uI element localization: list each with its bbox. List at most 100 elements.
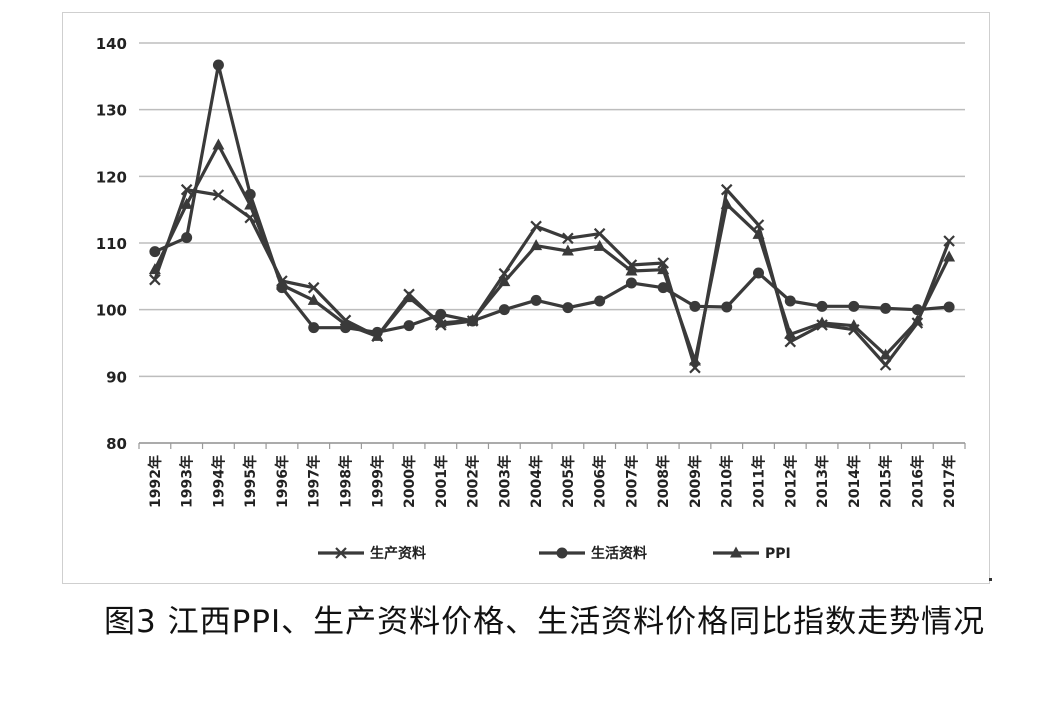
data-point-3 (339, 317, 352, 329)
data-point-3 (148, 263, 161, 275)
x-tick-label: 2007年 (623, 455, 640, 508)
x-tick-label: 2002年 (465, 455, 482, 508)
x-tick-label: 1992年 (147, 455, 164, 508)
data-point-1 (593, 227, 606, 240)
data-point-2 (562, 302, 574, 314)
legend-marker-1 (335, 547, 347, 559)
data-point-1 (180, 183, 193, 196)
data-point-3 (212, 138, 225, 150)
data-point-2 (721, 301, 733, 313)
x-tick-label: 1997年 (306, 455, 323, 508)
data-point-3 (593, 239, 606, 251)
x-tick-label: 2016年 (909, 455, 926, 508)
x-tick-label: 2012年 (782, 455, 799, 508)
data-point-1 (720, 183, 733, 196)
data-point-2 (594, 295, 606, 307)
data-point-1 (149, 273, 161, 286)
x-tick-label: 2003年 (496, 455, 513, 508)
data-point-3 (688, 354, 701, 366)
x-tick-label: 2013年 (814, 455, 831, 508)
data-point-1 (943, 235, 955, 247)
data-point-3 (371, 329, 384, 341)
series-line-1 (153, 188, 951, 370)
chart-frame: 80 90 100 110 120 130 140 1992年 1993年 1994年 1995年 1… (62, 12, 990, 584)
data-point-1 (657, 257, 669, 269)
data-point-3 (847, 319, 860, 331)
x-tick-label: 2017年 (941, 455, 958, 508)
data-point-1 (562, 232, 574, 245)
x-tick-label: 2014年 (846, 455, 863, 508)
data-point-2 (880, 302, 892, 314)
x-tick-label: 2009年 (687, 455, 704, 508)
corner-dot (989, 578, 992, 581)
data-point-3 (434, 316, 447, 328)
y-tick-label: 120 (96, 168, 127, 186)
x-tick-label: 1998年 (338, 455, 355, 508)
data-point-2 (403, 320, 415, 332)
data-point-1 (212, 189, 225, 201)
data-point-3 (275, 278, 288, 290)
data-point-1 (307, 281, 320, 294)
y-tick-label: 130 (96, 102, 127, 120)
data-point-3 (720, 197, 733, 209)
legend-label-3: PPI (765, 546, 791, 562)
data-point-2 (784, 295, 796, 307)
y-tick-label: 140 (96, 35, 127, 53)
data-point-3 (530, 239, 543, 251)
data-point-2 (308, 322, 320, 334)
x-tick-label: 2015年 (878, 455, 895, 508)
data-point-2 (689, 300, 701, 312)
y-tick-label: 80 (106, 435, 127, 453)
data-point-3 (657, 263, 670, 275)
x-tick-label: 2011年 (751, 455, 768, 508)
data-point-2 (816, 300, 828, 312)
figure-caption: 图3 江西PPI、生产资料价格、生活资料价格同比指数走势情况 (40, 602, 1020, 642)
data-point-3 (752, 227, 765, 239)
data-point-3 (403, 291, 416, 303)
data-point-3 (561, 244, 574, 256)
legend-label-1: 生产资料 (370, 545, 426, 562)
series-line-3 (153, 143, 951, 363)
legend-marker-3 (730, 546, 742, 558)
y-tick-label: 110 (96, 235, 127, 253)
data-point-2 (753, 267, 764, 279)
y-tick-label: 100 (96, 302, 127, 320)
x-tick-label: 2006年 (592, 455, 609, 508)
line-chart: 80 90 100 110 120 130 140 1992年 1993年 1994年 1995年 1… (96, 35, 966, 562)
x-tick-label: 2000年 (401, 455, 418, 508)
data-point-2 (212, 59, 224, 71)
data-point-3 (625, 264, 638, 276)
x-tick-label: 2008年 (655, 455, 672, 508)
data-point-1 (530, 220, 542, 233)
data-point-3 (498, 275, 511, 287)
data-point-3 (943, 250, 956, 262)
x-tick-label: 2010年 (719, 455, 736, 508)
data-point-2 (943, 301, 955, 313)
data-point-3 (466, 313, 479, 325)
x-tick-label: 1994年 (210, 455, 227, 508)
data-point-3 (911, 314, 924, 326)
data-point-3 (244, 198, 257, 210)
legend-marker-2 (556, 547, 568, 559)
legend-label-2: 生活资料 (591, 545, 647, 562)
data-point-2 (625, 277, 637, 289)
data-point-3 (816, 316, 829, 328)
x-tick-label: 2001年 (433, 455, 450, 508)
data-point-2 (657, 282, 669, 294)
x-tick-label: 1993年 (179, 455, 196, 508)
data-point-2 (435, 308, 447, 320)
data-point-1 (752, 219, 765, 231)
data-point-1 (879, 359, 892, 371)
data-point-3 (879, 348, 892, 360)
data-point-3 (307, 293, 320, 305)
data-point-2 (181, 232, 193, 244)
y-tick-label: 90 (106, 368, 127, 386)
data-point-2 (498, 304, 510, 316)
x-tick-label: 1999年 (369, 455, 386, 508)
x-tick-label: 2005年 (560, 455, 577, 508)
data-point-2 (149, 246, 161, 258)
x-tick-label: 1996年 (274, 455, 291, 508)
x-tick-label: 1995年 (242, 455, 259, 508)
data-point-2 (848, 300, 860, 312)
data-point-3 (180, 197, 193, 209)
